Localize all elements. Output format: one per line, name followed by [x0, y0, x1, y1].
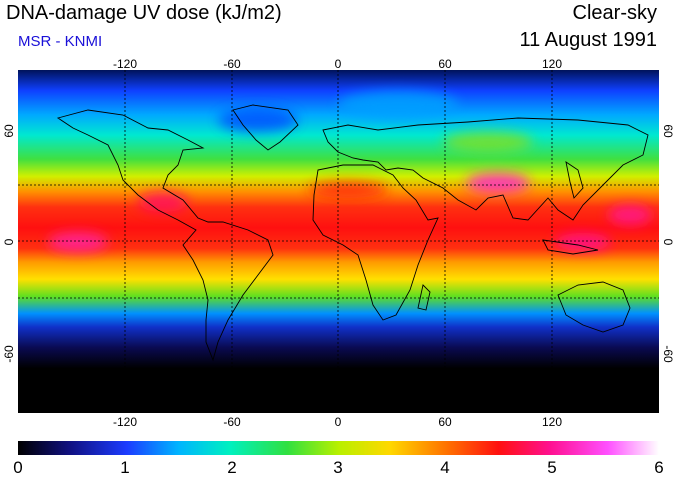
- lat-label-left: 0: [2, 238, 16, 246]
- lon-label-top: -120: [112, 57, 138, 71]
- colorbar-tick: 0: [13, 458, 23, 477]
- lon-label-bottom: -60: [223, 415, 241, 429]
- lat-label-left: 60: [2, 124, 16, 138]
- colorbar-tick: 1: [120, 458, 130, 477]
- lon-label-top: -60: [223, 57, 241, 71]
- lon-label-top: 120: [541, 57, 563, 71]
- colorbar-tick: 3: [333, 458, 343, 477]
- lat-label-right: 0: [661, 238, 675, 246]
- colorbar-tick: 2: [227, 458, 237, 477]
- credit-label: MSR - KNMI: [18, 33, 103, 50]
- colorbar-tick: 6: [654, 458, 664, 477]
- coastlines: [56, 104, 649, 362]
- lat-label-left: -60: [2, 345, 16, 363]
- colorbar: [18, 441, 659, 455]
- colorbar-tick: 5: [547, 458, 557, 477]
- lat-label-right: -60: [661, 345, 675, 363]
- colorbar-tick: 4: [440, 458, 450, 477]
- map-title: DNA-damage UV dose (kJ/m2): [6, 2, 282, 24]
- lon-label-bottom: 0: [334, 415, 342, 429]
- sky-condition: Clear-sky: [572, 2, 657, 24]
- lat-label-right: 60: [661, 124, 675, 138]
- map-date: 11 August 1991: [519, 29, 657, 51]
- lon-label-bottom: 60: [438, 415, 452, 429]
- lon-label-top: 0: [334, 57, 342, 71]
- lon-label-bottom: 120: [541, 415, 563, 429]
- lon-label-top: 60: [438, 57, 452, 71]
- lon-label-bottom: -120: [112, 415, 138, 429]
- uv-dose-map: [18, 70, 659, 413]
